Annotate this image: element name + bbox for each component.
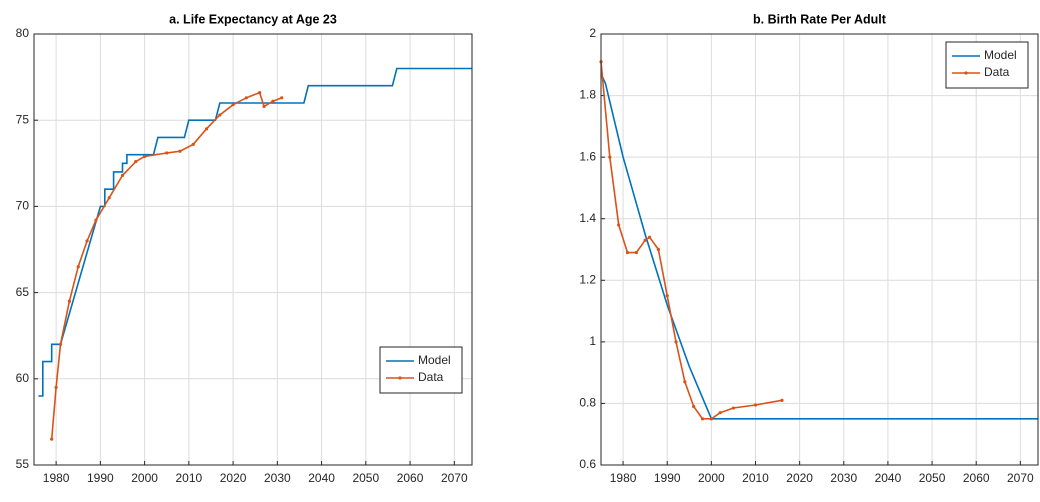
data-point xyxy=(617,223,621,227)
x-tick-label: 2040 xyxy=(875,471,902,485)
chart-title: a. Life Expectancy at Age 23 xyxy=(169,12,337,26)
y-tick-label: 1.6 xyxy=(579,149,596,163)
data-point xyxy=(665,294,669,298)
data-point xyxy=(76,265,80,269)
data-point xyxy=(700,417,705,421)
data-point xyxy=(656,247,660,252)
data-point xyxy=(231,103,235,107)
legend-box xyxy=(379,346,463,394)
data-point xyxy=(608,155,612,159)
data-point xyxy=(54,385,58,390)
x-tick-label: 2060 xyxy=(963,471,990,485)
y-tick-label: 0.8 xyxy=(579,396,596,410)
legend-marker xyxy=(398,376,402,380)
data-point xyxy=(634,250,638,255)
data-point xyxy=(178,149,182,153)
y-tick-label: 0.6 xyxy=(579,457,596,471)
y-tick-label: 80 xyxy=(16,26,30,40)
x-tick-label: 2020 xyxy=(220,471,247,485)
data-point xyxy=(143,154,147,159)
legend-label: Model xyxy=(418,353,451,367)
x-tick-label: 1980 xyxy=(610,471,637,485)
legend-label: Data xyxy=(984,65,1010,79)
x-tick-label: 2030 xyxy=(264,471,291,485)
x-tick-label: 2000 xyxy=(698,471,725,485)
x-tick-label: 2070 xyxy=(441,471,468,485)
x-tick-label: 2070 xyxy=(1007,471,1034,485)
y-tick-label: 65 xyxy=(16,285,30,299)
data-point xyxy=(244,96,248,100)
axes-box xyxy=(33,33,473,466)
y-tick-label: 55 xyxy=(16,457,30,471)
y-tick-label: 1.4 xyxy=(579,211,596,225)
x-tick-label: 2000 xyxy=(131,471,158,485)
data-point xyxy=(271,99,275,103)
data-point xyxy=(204,127,209,131)
x-tick-label: 2030 xyxy=(830,471,857,485)
x-tick-label: 2010 xyxy=(742,471,769,485)
data-point xyxy=(625,250,630,255)
data-point xyxy=(647,235,652,239)
series-line xyxy=(38,67,472,397)
series-line xyxy=(600,61,783,420)
axes-box xyxy=(600,33,1039,466)
data-point xyxy=(134,159,138,164)
data-point xyxy=(780,398,784,402)
y-tick-label: 1.2 xyxy=(579,272,596,286)
data-point xyxy=(107,196,111,200)
x-tick-label: 2040 xyxy=(308,471,335,485)
y-tick-label: 60 xyxy=(16,371,30,385)
x-tick-label: 2050 xyxy=(919,471,946,485)
data-point xyxy=(58,342,63,346)
data-point xyxy=(643,238,647,242)
x-tick-label: 1980 xyxy=(43,471,70,485)
data-point xyxy=(85,239,89,243)
data-point xyxy=(731,406,736,410)
data-point xyxy=(67,299,71,303)
data-point xyxy=(258,91,262,95)
data-point xyxy=(120,173,125,177)
x-tick-label: 2010 xyxy=(175,471,202,485)
data-point xyxy=(94,218,98,222)
data-point xyxy=(718,411,722,415)
data-point xyxy=(50,437,54,441)
y-tick-label: 1 xyxy=(589,334,596,348)
series-line xyxy=(50,91,283,440)
data-point xyxy=(692,404,696,409)
chart-title: b. Birth Rate Per Adult xyxy=(753,12,887,26)
data-point xyxy=(262,104,266,109)
data-point xyxy=(683,380,687,384)
legend-label: Data xyxy=(418,370,444,384)
x-tick-label: 2060 xyxy=(397,471,424,485)
data-point xyxy=(191,142,195,146)
legend-marker xyxy=(964,71,968,75)
y-tick-label: 70 xyxy=(16,199,30,213)
y-tick-label: 1.8 xyxy=(579,88,596,102)
data-point xyxy=(218,113,222,117)
x-tick-label: 1990 xyxy=(654,471,681,485)
series-line xyxy=(600,73,1038,420)
data-point xyxy=(165,151,169,155)
x-tick-label: 1990 xyxy=(87,471,114,485)
data-point xyxy=(709,417,713,421)
legend-box xyxy=(945,41,1029,89)
data-point xyxy=(280,96,284,100)
data-point xyxy=(674,340,678,344)
y-tick-label: 2 xyxy=(589,26,596,40)
data-point xyxy=(753,403,758,407)
x-tick-label: 2020 xyxy=(786,471,813,485)
x-tick-label: 2050 xyxy=(352,471,379,485)
legend-label: Model xyxy=(984,48,1017,62)
y-tick-label: 75 xyxy=(16,112,30,126)
